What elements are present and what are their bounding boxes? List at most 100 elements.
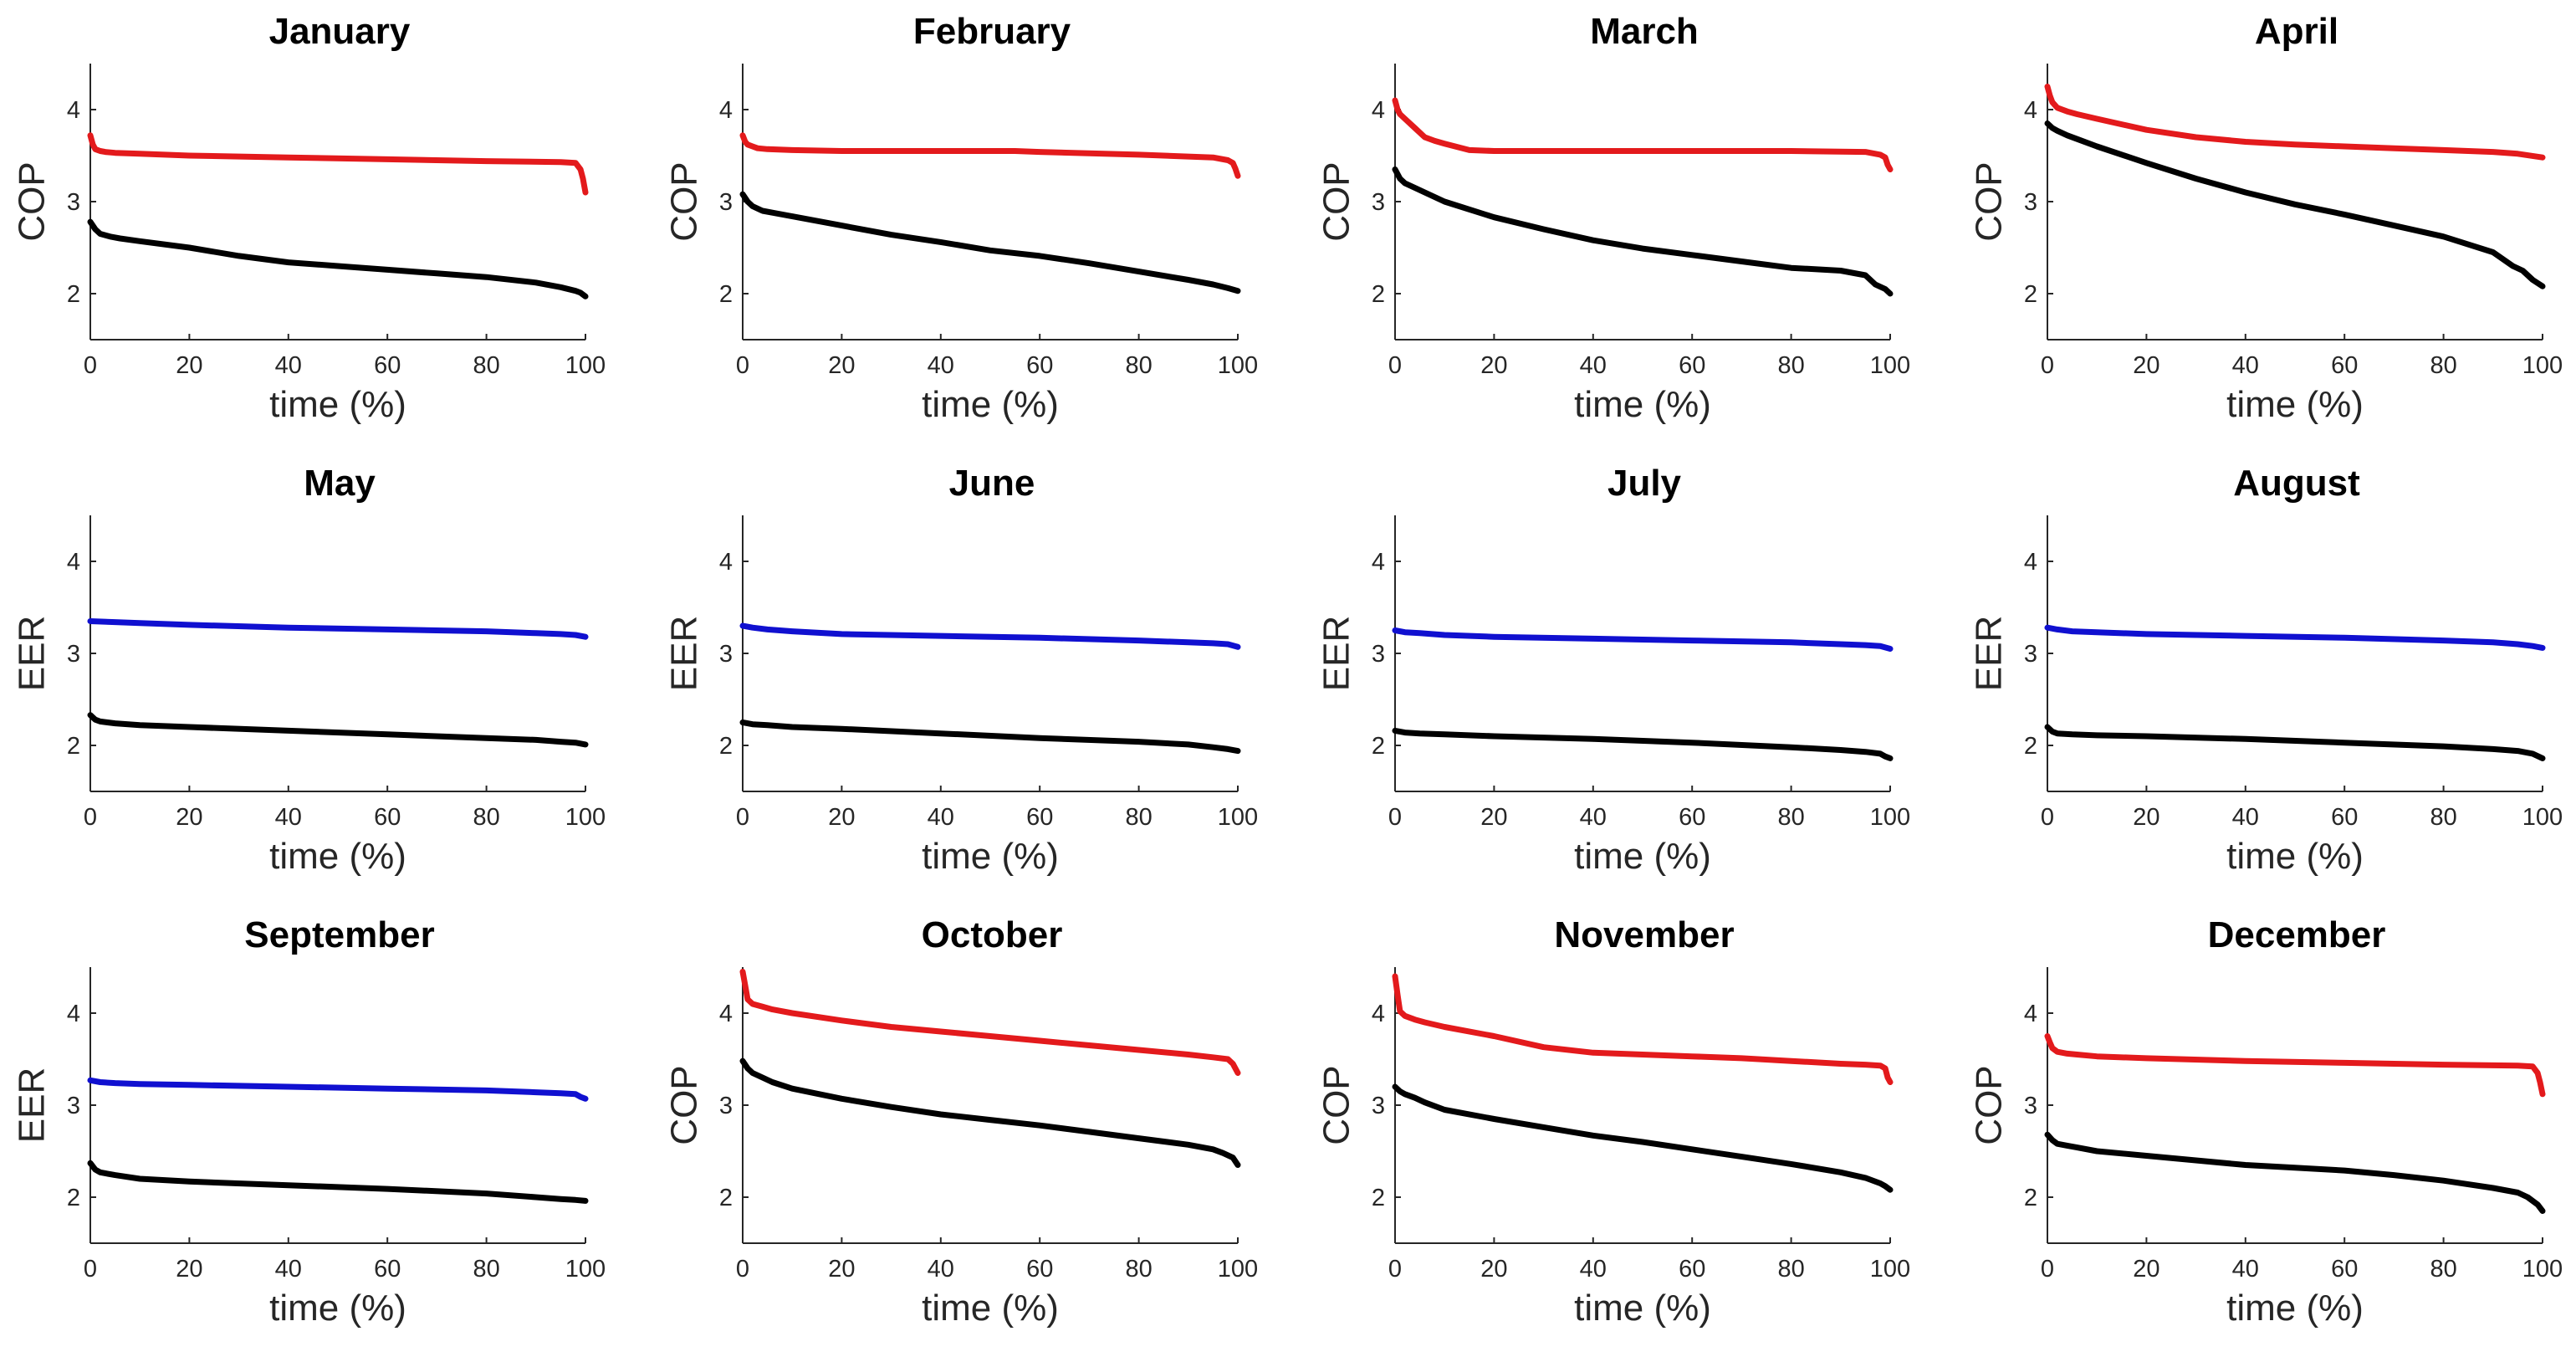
x-tick-label: 40 <box>275 804 302 831</box>
series-line-upper <box>87 1077 589 1102</box>
x-tick-label: 40 <box>275 352 302 379</box>
y-tick-label: 3 <box>2024 641 2037 668</box>
x-tick-label: 20 <box>1480 1256 1507 1283</box>
y-tick-label: 3 <box>2024 189 2037 216</box>
panel-title: November <box>1554 914 1734 955</box>
panel-title: October <box>922 914 1063 955</box>
x-tick-label: 40 <box>2232 804 2259 831</box>
series-line-upper <box>739 622 1241 650</box>
x-tick-label: 40 <box>1580 804 1607 831</box>
x-axis-label: time (%) <box>2226 836 2364 877</box>
y-axis-label: COP <box>1316 161 1357 241</box>
y-tick-label: 3 <box>67 189 80 216</box>
y-tick-label: 4 <box>2024 549 2037 576</box>
x-axis-label: time (%) <box>1574 384 1711 425</box>
x-axis-label: time (%) <box>2226 1288 2364 1329</box>
x-tick-label: 20 <box>2133 804 2159 831</box>
y-axis-label: EER <box>12 1068 53 1143</box>
x-tick-label: 100 <box>2522 1256 2563 1283</box>
x-tick-label: 40 <box>928 352 954 379</box>
y-tick-label: 2 <box>2024 281 2037 308</box>
panel-title: June <box>949 463 1035 504</box>
x-tick-label: 0 <box>2041 804 2054 831</box>
x-tick-label: 20 <box>1480 352 1507 379</box>
x-tick-label: 40 <box>928 1256 954 1283</box>
y-tick-label: 4 <box>1372 549 1385 576</box>
x-tick-label: 20 <box>1480 804 1507 831</box>
series-line-upper <box>87 132 589 196</box>
x-axis-label: time (%) <box>2226 384 2364 425</box>
x-tick-label: 80 <box>1125 1256 1152 1283</box>
panel-title: August <box>2233 463 2360 504</box>
x-tick-label: 60 <box>1679 352 1705 379</box>
y-tick-label: 3 <box>1372 1093 1385 1119</box>
x-tick-label: 80 <box>1777 1256 1804 1283</box>
x-tick-label: 80 <box>2430 352 2456 379</box>
y-tick-label: 4 <box>1372 97 1385 124</box>
x-tick-label: 20 <box>176 804 202 831</box>
x-tick-label: 100 <box>1218 1256 1258 1283</box>
y-tick-label: 4 <box>67 549 80 576</box>
y-axis-label: EER <box>1969 616 2010 691</box>
x-tick-label: 100 <box>1870 1256 1910 1283</box>
y-tick-label: 3 <box>719 641 733 668</box>
x-tick-label: 60 <box>374 1256 401 1283</box>
y-tick-label: 3 <box>2024 1093 2037 1119</box>
series-line-lower <box>87 218 589 300</box>
series-line-lower <box>739 1057 1241 1168</box>
y-tick-label: 2 <box>67 1185 80 1211</box>
y-tick-label: 4 <box>719 97 733 124</box>
x-axis-label: time (%) <box>269 1288 406 1329</box>
y-tick-label: 3 <box>1372 641 1385 668</box>
x-tick-label: 0 <box>1388 1256 1402 1283</box>
x-axis-label: time (%) <box>269 836 406 877</box>
x-tick-label: 40 <box>2232 352 2259 379</box>
y-tick-label: 2 <box>719 281 733 308</box>
y-tick-label: 3 <box>1372 189 1385 216</box>
y-tick-label: 2 <box>1372 281 1385 308</box>
x-tick-label: 40 <box>928 804 954 831</box>
x-tick-label: 100 <box>565 804 606 831</box>
x-tick-label: 20 <box>2133 1256 2159 1283</box>
panel-title: September <box>244 914 434 955</box>
panel-title: January <box>269 11 411 52</box>
series-line-lower <box>1392 1083 1894 1193</box>
y-axis-label: COP <box>1969 1065 2010 1144</box>
x-tick-label: 0 <box>736 352 749 379</box>
y-axis-label: EER <box>1316 616 1357 691</box>
panel-title: May <box>304 463 376 504</box>
series-line-lower <box>87 1160 589 1204</box>
series-line-upper <box>2044 84 2546 161</box>
x-tick-label: 20 <box>828 1256 855 1283</box>
x-tick-label: 20 <box>176 352 202 379</box>
y-tick-label: 3 <box>67 1093 80 1119</box>
x-tick-label: 60 <box>2331 352 2358 379</box>
x-tick-label: 60 <box>1026 1256 1053 1283</box>
x-tick-label: 60 <box>1679 1256 1705 1283</box>
x-tick-label: 80 <box>1125 804 1152 831</box>
x-tick-label: 40 <box>2232 1256 2259 1283</box>
series-line-upper <box>1392 973 1894 1085</box>
series-line-upper <box>739 969 1241 1076</box>
x-axis-label: time (%) <box>922 1288 1059 1329</box>
x-tick-label: 20 <box>2133 352 2159 379</box>
y-tick-label: 2 <box>1372 1185 1385 1211</box>
x-tick-label: 80 <box>1125 352 1152 379</box>
panel-title: April <box>2255 11 2338 52</box>
x-tick-label: 0 <box>2041 1256 2054 1283</box>
series-line-lower <box>87 712 589 748</box>
series-line-upper <box>2044 624 2546 651</box>
y-tick-label: 4 <box>2024 97 2037 124</box>
x-axis-label: time (%) <box>1574 1288 1711 1329</box>
x-tick-label: 60 <box>1026 804 1053 831</box>
series-line-upper <box>1392 627 1894 652</box>
x-tick-label: 60 <box>2331 804 2358 831</box>
